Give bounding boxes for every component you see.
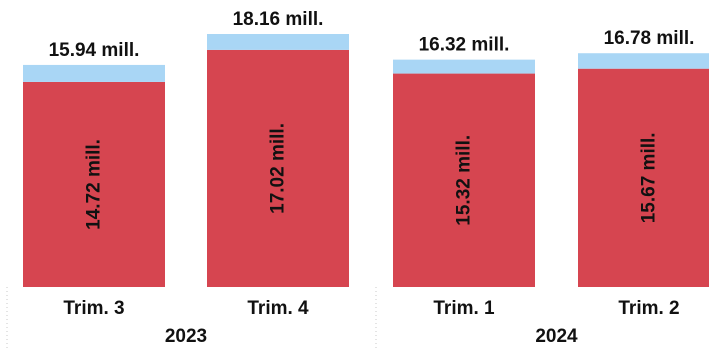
total-value-label: 15.94 mill. (49, 40, 140, 61)
category-tick-label: Trim. 4 (247, 298, 309, 319)
total-value-label: 18.16 mill. (233, 9, 324, 30)
bar-segment-top (393, 59, 535, 74)
labels-layer: 14.72 mill. 15.94 mill. Trim. 3 17.02 mill.… (49, 9, 695, 347)
group-label: 2023 (165, 326, 207, 347)
bar-segment-top (578, 53, 709, 69)
total-value-label: 16.32 mill. (419, 35, 510, 56)
segment-value-label: 15.32 mill. (454, 135, 475, 226)
segment-value-label: 15.67 mill. (639, 132, 660, 223)
group-label: 2024 (535, 326, 578, 347)
bar-segment-main (393, 73, 535, 288)
bar-segment-top (23, 64, 165, 82)
category-tick-label: Trim. 3 (63, 298, 124, 319)
bar-segment-main (207, 49, 349, 288)
bar-segment-main (578, 68, 709, 288)
bars-layer (23, 34, 709, 288)
bar-segment-top (207, 34, 349, 50)
segment-value-label: 17.02 mill. (268, 123, 289, 214)
category-tick-label: Trim. 2 (618, 298, 679, 319)
segment-value-label: 14.72 mill. (84, 139, 105, 230)
category-tick-label: Trim. 1 (433, 298, 495, 319)
bar-segment-main (23, 81, 165, 287)
total-value-label: 16.78 mill. (604, 28, 695, 49)
